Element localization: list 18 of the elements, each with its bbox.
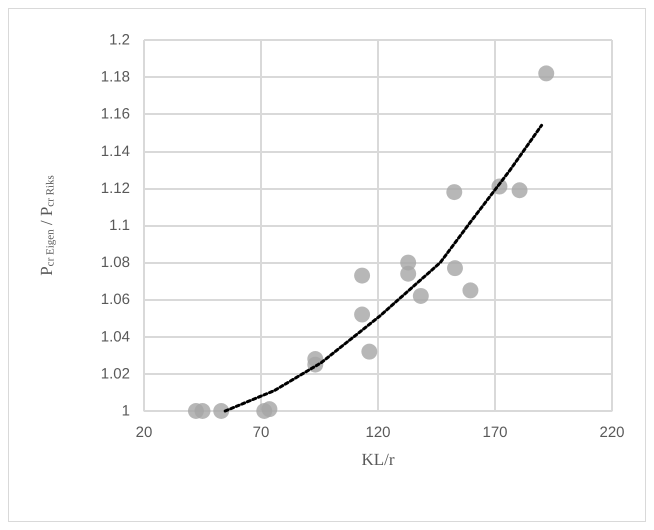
x-tick-label: 70 [252,424,270,441]
y-tick-label: 1 [122,402,130,420]
y-axis-title: Pcr Eigen / Pcr Riks [37,175,56,276]
y-tick-label: 1.18 [100,68,130,86]
x-tick-label: 170 [482,424,508,441]
y-tick-label: 1.02 [100,365,130,382]
y-tick-label: 1.04 [100,328,130,346]
x-axis-title: KL/r [361,450,395,469]
x-tick-label: 20 [136,424,152,441]
y-tick-label: 1.1 [109,217,130,234]
y-tick-label: 1.06 [100,291,130,308]
y-tick-label: 1.12 [100,180,130,197]
y-tick-label: 1.08 [100,254,130,272]
y-tick-label: 1.14 [100,142,130,160]
y-tick-label: 1.16 [100,106,130,123]
y-tick-label: 1.2 [109,32,130,48]
x-tick-label: 120 [365,424,391,441]
x-tick-label: 220 [599,424,625,441]
